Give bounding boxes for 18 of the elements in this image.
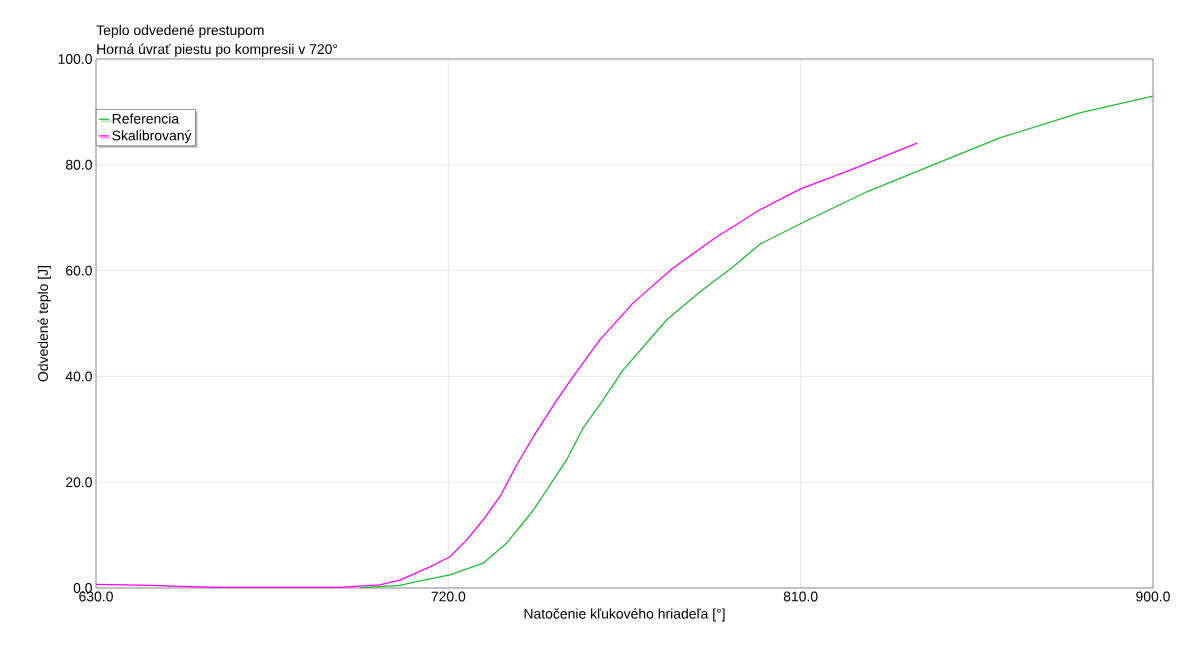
y-tick-label: 100.0 bbox=[58, 54, 92, 64]
y-tick-label: 20.0 bbox=[66, 477, 92, 488]
chart-subtitle: Horná úvrať piestu po kompresii v 720° bbox=[97, 43, 338, 57]
chart-title: Teplo odvedené prestupom bbox=[96, 24, 264, 38]
x-axis-title: Natočenie kľukového hriadeľa [°] bbox=[524, 608, 725, 622]
legend-label: Skalibrovaný bbox=[112, 130, 192, 144]
x-tick-label: 720.0 bbox=[431, 591, 466, 602]
y-tick-label: 80.0 bbox=[65, 159, 92, 170]
y-tick-label: 0.0 bbox=[73, 583, 92, 593]
line-series bbox=[359, 95, 1153, 588]
x-tick-label: 630.0 bbox=[79, 591, 113, 602]
x-tick-label: 900.0 bbox=[1136, 591, 1170, 602]
legend-label: Referencia bbox=[112, 113, 180, 124]
y-axis-title: Odvedené teplo [J] bbox=[37, 265, 51, 382]
y-tick-label: 40.0 bbox=[65, 371, 92, 382]
y-tick-label: 60.0 bbox=[66, 265, 92, 276]
x-tick-label: 810.0 bbox=[783, 591, 818, 602]
line-series bbox=[96, 142, 918, 588]
